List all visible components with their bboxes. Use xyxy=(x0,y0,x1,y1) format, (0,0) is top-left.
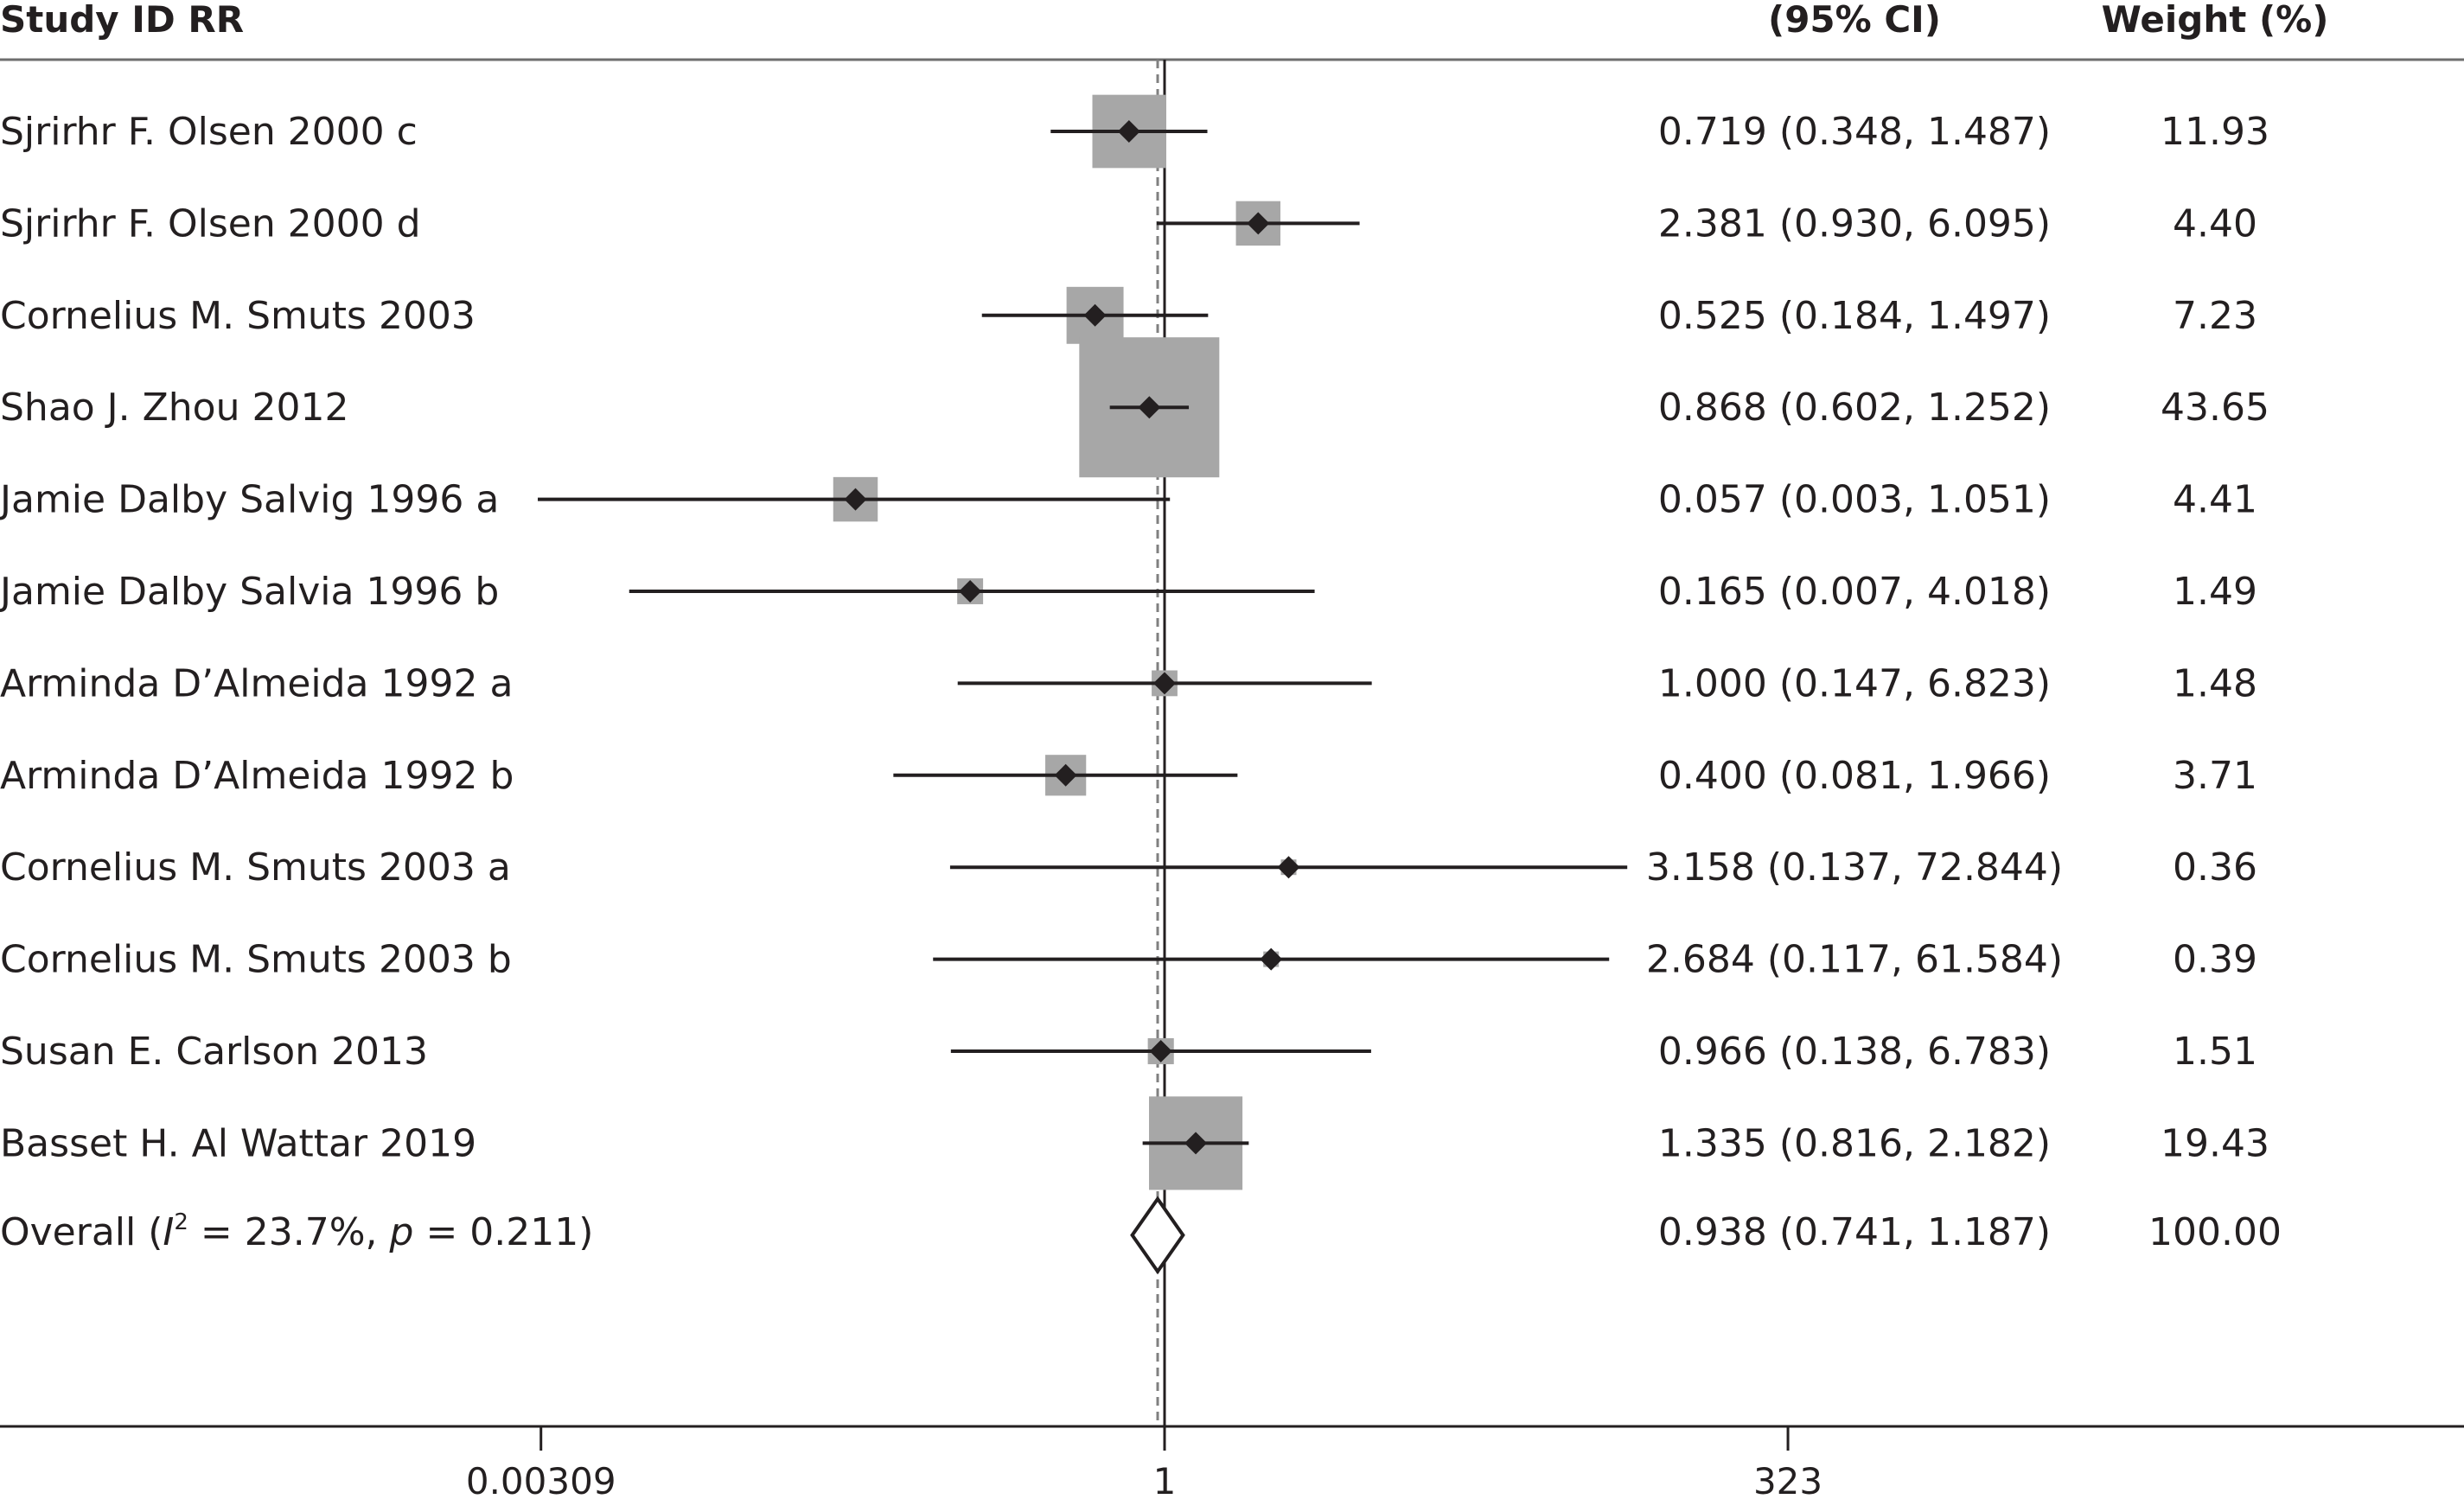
point-estimate-marker xyxy=(1260,947,1283,971)
ci-value: 0.966 (0.138, 6.783) xyxy=(1658,1030,2051,1074)
x-ticks: 0.00309 1 323 xyxy=(466,1426,1822,1499)
overall-ci-value: 0.938 (0.741, 1.187) xyxy=(1658,1210,2051,1254)
confidence-intervals xyxy=(538,130,1628,1145)
point-estimate-marker xyxy=(1138,396,1161,419)
point-estimate-marker xyxy=(959,580,982,603)
point-estimate-marker xyxy=(1083,303,1107,327)
point-estimates xyxy=(844,120,1300,1155)
weight-value: 19.43 xyxy=(2161,1121,2269,1165)
study-labels: Sjrirhr F. Olsen 2000 c Sjrirhr F. Olsen … xyxy=(0,110,514,1165)
ci-value: 0.525 (0.184, 1.497) xyxy=(1658,294,2051,338)
study-label: Jamie Dalby Salvia 1996 b xyxy=(0,570,499,614)
point-estimate-marker xyxy=(1184,1132,1208,1155)
study-label: Sjrirhr F. Olsen 2000 c xyxy=(0,110,418,154)
overall-diamond xyxy=(1130,1196,1185,1275)
ci-value: 0.400 (0.081, 1.966) xyxy=(1658,754,2051,798)
ci-value: 1.000 (0.147, 6.823) xyxy=(1658,661,2051,705)
x-tick-label: 0.00309 xyxy=(466,1460,616,1499)
header-study: Study ID RR xyxy=(0,0,244,41)
ci-value: 0.057 (0.003, 1.051) xyxy=(1658,478,2051,522)
weight-value: 4.41 xyxy=(2173,478,2257,522)
point-estimate-marker xyxy=(1117,120,1140,143)
ci-value: 3.158 (0.137, 72.844) xyxy=(1646,845,2063,890)
weight-value: 0.39 xyxy=(2173,938,2257,982)
study-label: Susan E. Carlson 2013 xyxy=(0,1030,428,1074)
x-tick-label: 1 xyxy=(1153,1460,1177,1499)
point-estimate-marker xyxy=(1247,212,1270,235)
weight-value: 11.93 xyxy=(2161,110,2269,154)
weight-value: 0.36 xyxy=(2173,845,2257,890)
study-label: Sjrirhr F. Olsen 2000 d xyxy=(0,201,421,246)
study-label: Cornelius M. Smuts 2003 a xyxy=(0,845,511,890)
ci-value: 0.165 (0.007, 4.018) xyxy=(1658,570,2051,614)
point-estimate-marker xyxy=(1149,1040,1172,1062)
ci-value: 2.684 (0.117, 61.584) xyxy=(1646,938,2063,982)
overall-label: Overall (I2 = 23.7%, p = 0.211) xyxy=(0,1209,593,1254)
ci-value: 0.719 (0.348, 1.487) xyxy=(1658,110,2051,154)
x-tick-label: 323 xyxy=(1753,1460,1822,1499)
study-label: Arminda D’Almeida 1992 b xyxy=(0,754,514,798)
ci-values: 0.719 (0.348, 1.487) 2.381 (0.930, 6.095)… xyxy=(1646,110,2063,1165)
weight-boxes xyxy=(833,94,1297,1190)
header-ci: (95% CI) xyxy=(1768,0,1941,41)
point-estimate-marker xyxy=(1277,856,1300,879)
point-estimate-marker xyxy=(844,488,867,511)
study-label: Cornelius M. Smuts 2003 xyxy=(0,294,476,338)
weight-value: 4.40 xyxy=(2173,201,2257,246)
weight-value: 7.23 xyxy=(2173,294,2257,338)
weight-value: 1.51 xyxy=(2173,1030,2257,1074)
weight-value: 43.65 xyxy=(2161,386,2269,430)
header-weight: Weight (%) xyxy=(2102,0,2329,41)
weight-value: 1.49 xyxy=(2173,570,2257,614)
ci-value: 0.868 (0.602, 1.252) xyxy=(1658,386,2051,430)
study-label: Basset H. Al Wattar 2019 xyxy=(0,1121,476,1165)
point-estimate-marker xyxy=(1153,672,1176,695)
ci-value: 1.335 (0.816, 2.182) xyxy=(1658,1121,2051,1165)
overall-weight-value: 100.00 xyxy=(2148,1210,2282,1254)
weight-values: 11.93 4.40 7.23 43.65 4.41 1.49 1.48 3.71 0.36 0.… xyxy=(2161,110,2269,1165)
ci-value: 2.381 (0.930, 6.095) xyxy=(1658,201,2051,246)
study-label: Cornelius M. Smuts 2003 b xyxy=(0,938,512,982)
point-estimate-marker xyxy=(1054,763,1077,787)
study-label: Shao J. Zhou 2012 xyxy=(0,386,348,430)
study-label: Jamie Dalby Salvig 1996 a xyxy=(0,478,499,522)
weight-value: 3.71 xyxy=(2173,754,2257,798)
study-label: Arminda D’Almeida 1992 a xyxy=(0,661,513,705)
weight-value: 1.48 xyxy=(2173,661,2257,705)
